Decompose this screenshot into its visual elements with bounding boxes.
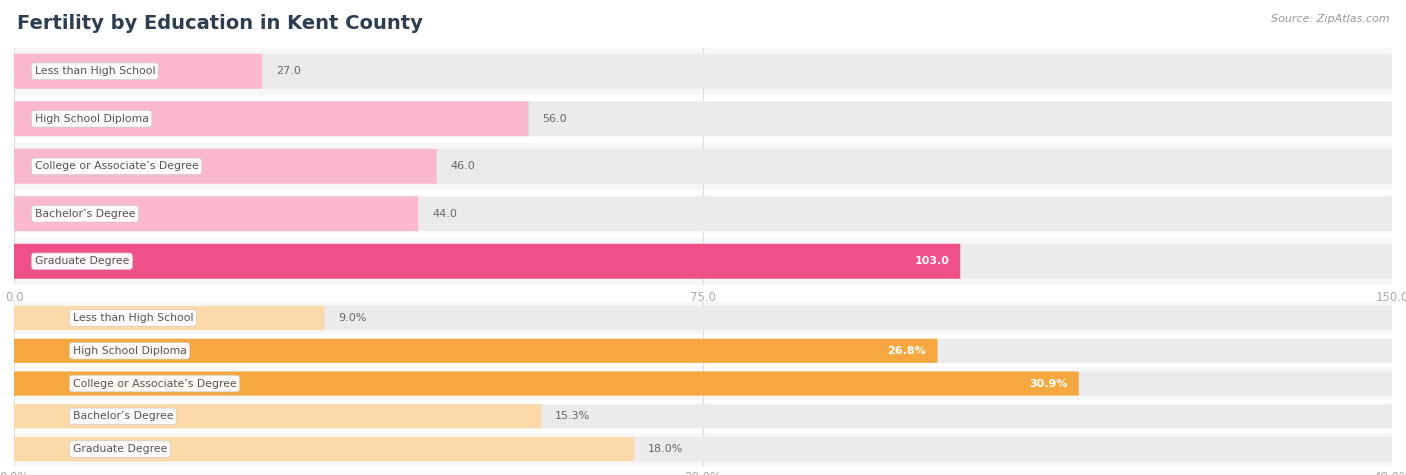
FancyBboxPatch shape [14,404,541,428]
Text: Bachelor’s Degree: Bachelor’s Degree [73,411,173,421]
Text: Graduate Degree: Graduate Degree [35,256,129,266]
Text: 56.0: 56.0 [543,114,567,124]
Bar [14,367,1392,400]
FancyBboxPatch shape [14,101,529,136]
Text: College or Associate’s Degree: College or Associate’s Degree [73,379,236,389]
FancyBboxPatch shape [14,54,1392,89]
Text: Graduate Degree: Graduate Degree [73,444,167,454]
Text: High School Diploma: High School Diploma [73,346,187,356]
FancyBboxPatch shape [14,339,938,363]
Bar [14,400,1392,433]
FancyBboxPatch shape [14,196,1392,231]
Bar [14,433,1392,466]
Bar [14,302,1392,334]
FancyBboxPatch shape [14,404,1392,428]
Text: College or Associate’s Degree: College or Associate’s Degree [35,161,198,171]
Text: 18.0%: 18.0% [648,444,683,454]
Text: Source: ZipAtlas.com: Source: ZipAtlas.com [1271,14,1389,24]
FancyBboxPatch shape [14,149,437,184]
FancyBboxPatch shape [14,437,1392,461]
Text: 15.3%: 15.3% [555,411,591,421]
FancyBboxPatch shape [14,371,1078,396]
Text: Less than High School: Less than High School [73,313,193,323]
Text: 46.0: 46.0 [450,161,475,171]
FancyBboxPatch shape [14,371,1392,396]
FancyBboxPatch shape [14,54,262,89]
Text: Less than High School: Less than High School [35,66,155,76]
Text: 27.0: 27.0 [276,66,301,76]
Text: 9.0%: 9.0% [337,313,366,323]
FancyBboxPatch shape [14,244,1392,279]
Text: 44.0: 44.0 [432,209,457,219]
Text: Bachelor’s Degree: Bachelor’s Degree [35,209,135,219]
FancyBboxPatch shape [14,339,1392,363]
FancyBboxPatch shape [14,306,1392,330]
FancyBboxPatch shape [14,306,325,330]
FancyBboxPatch shape [14,244,960,279]
Bar [14,334,1392,367]
Bar [14,48,1392,95]
Text: 103.0: 103.0 [914,256,949,266]
Bar [14,142,1392,190]
Text: 26.8%: 26.8% [887,346,927,356]
Bar [14,95,1392,142]
Text: 30.9%: 30.9% [1029,379,1067,389]
FancyBboxPatch shape [14,437,634,461]
FancyBboxPatch shape [14,149,1392,184]
FancyBboxPatch shape [14,196,419,231]
Text: High School Diploma: High School Diploma [35,114,149,124]
Bar [14,238,1392,285]
Text: Fertility by Education in Kent County: Fertility by Education in Kent County [17,14,423,33]
Bar [14,190,1392,238]
FancyBboxPatch shape [14,101,1392,136]
